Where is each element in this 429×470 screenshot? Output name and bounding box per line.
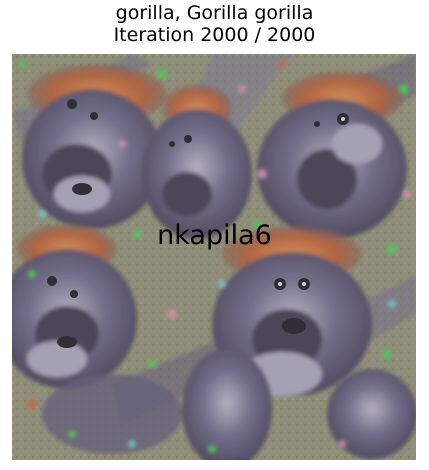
figure-title: gorilla, Gorilla gorilla Iteration 2000 …	[0, 2, 429, 46]
deepdream-image	[12, 54, 416, 460]
title-line-2: Iteration 2000 / 2000	[113, 24, 316, 46]
visualization-image	[12, 54, 416, 460]
watermark-text: nkapila6	[157, 220, 272, 251]
title-line-1: gorilla, Gorilla gorilla	[115, 2, 314, 24]
